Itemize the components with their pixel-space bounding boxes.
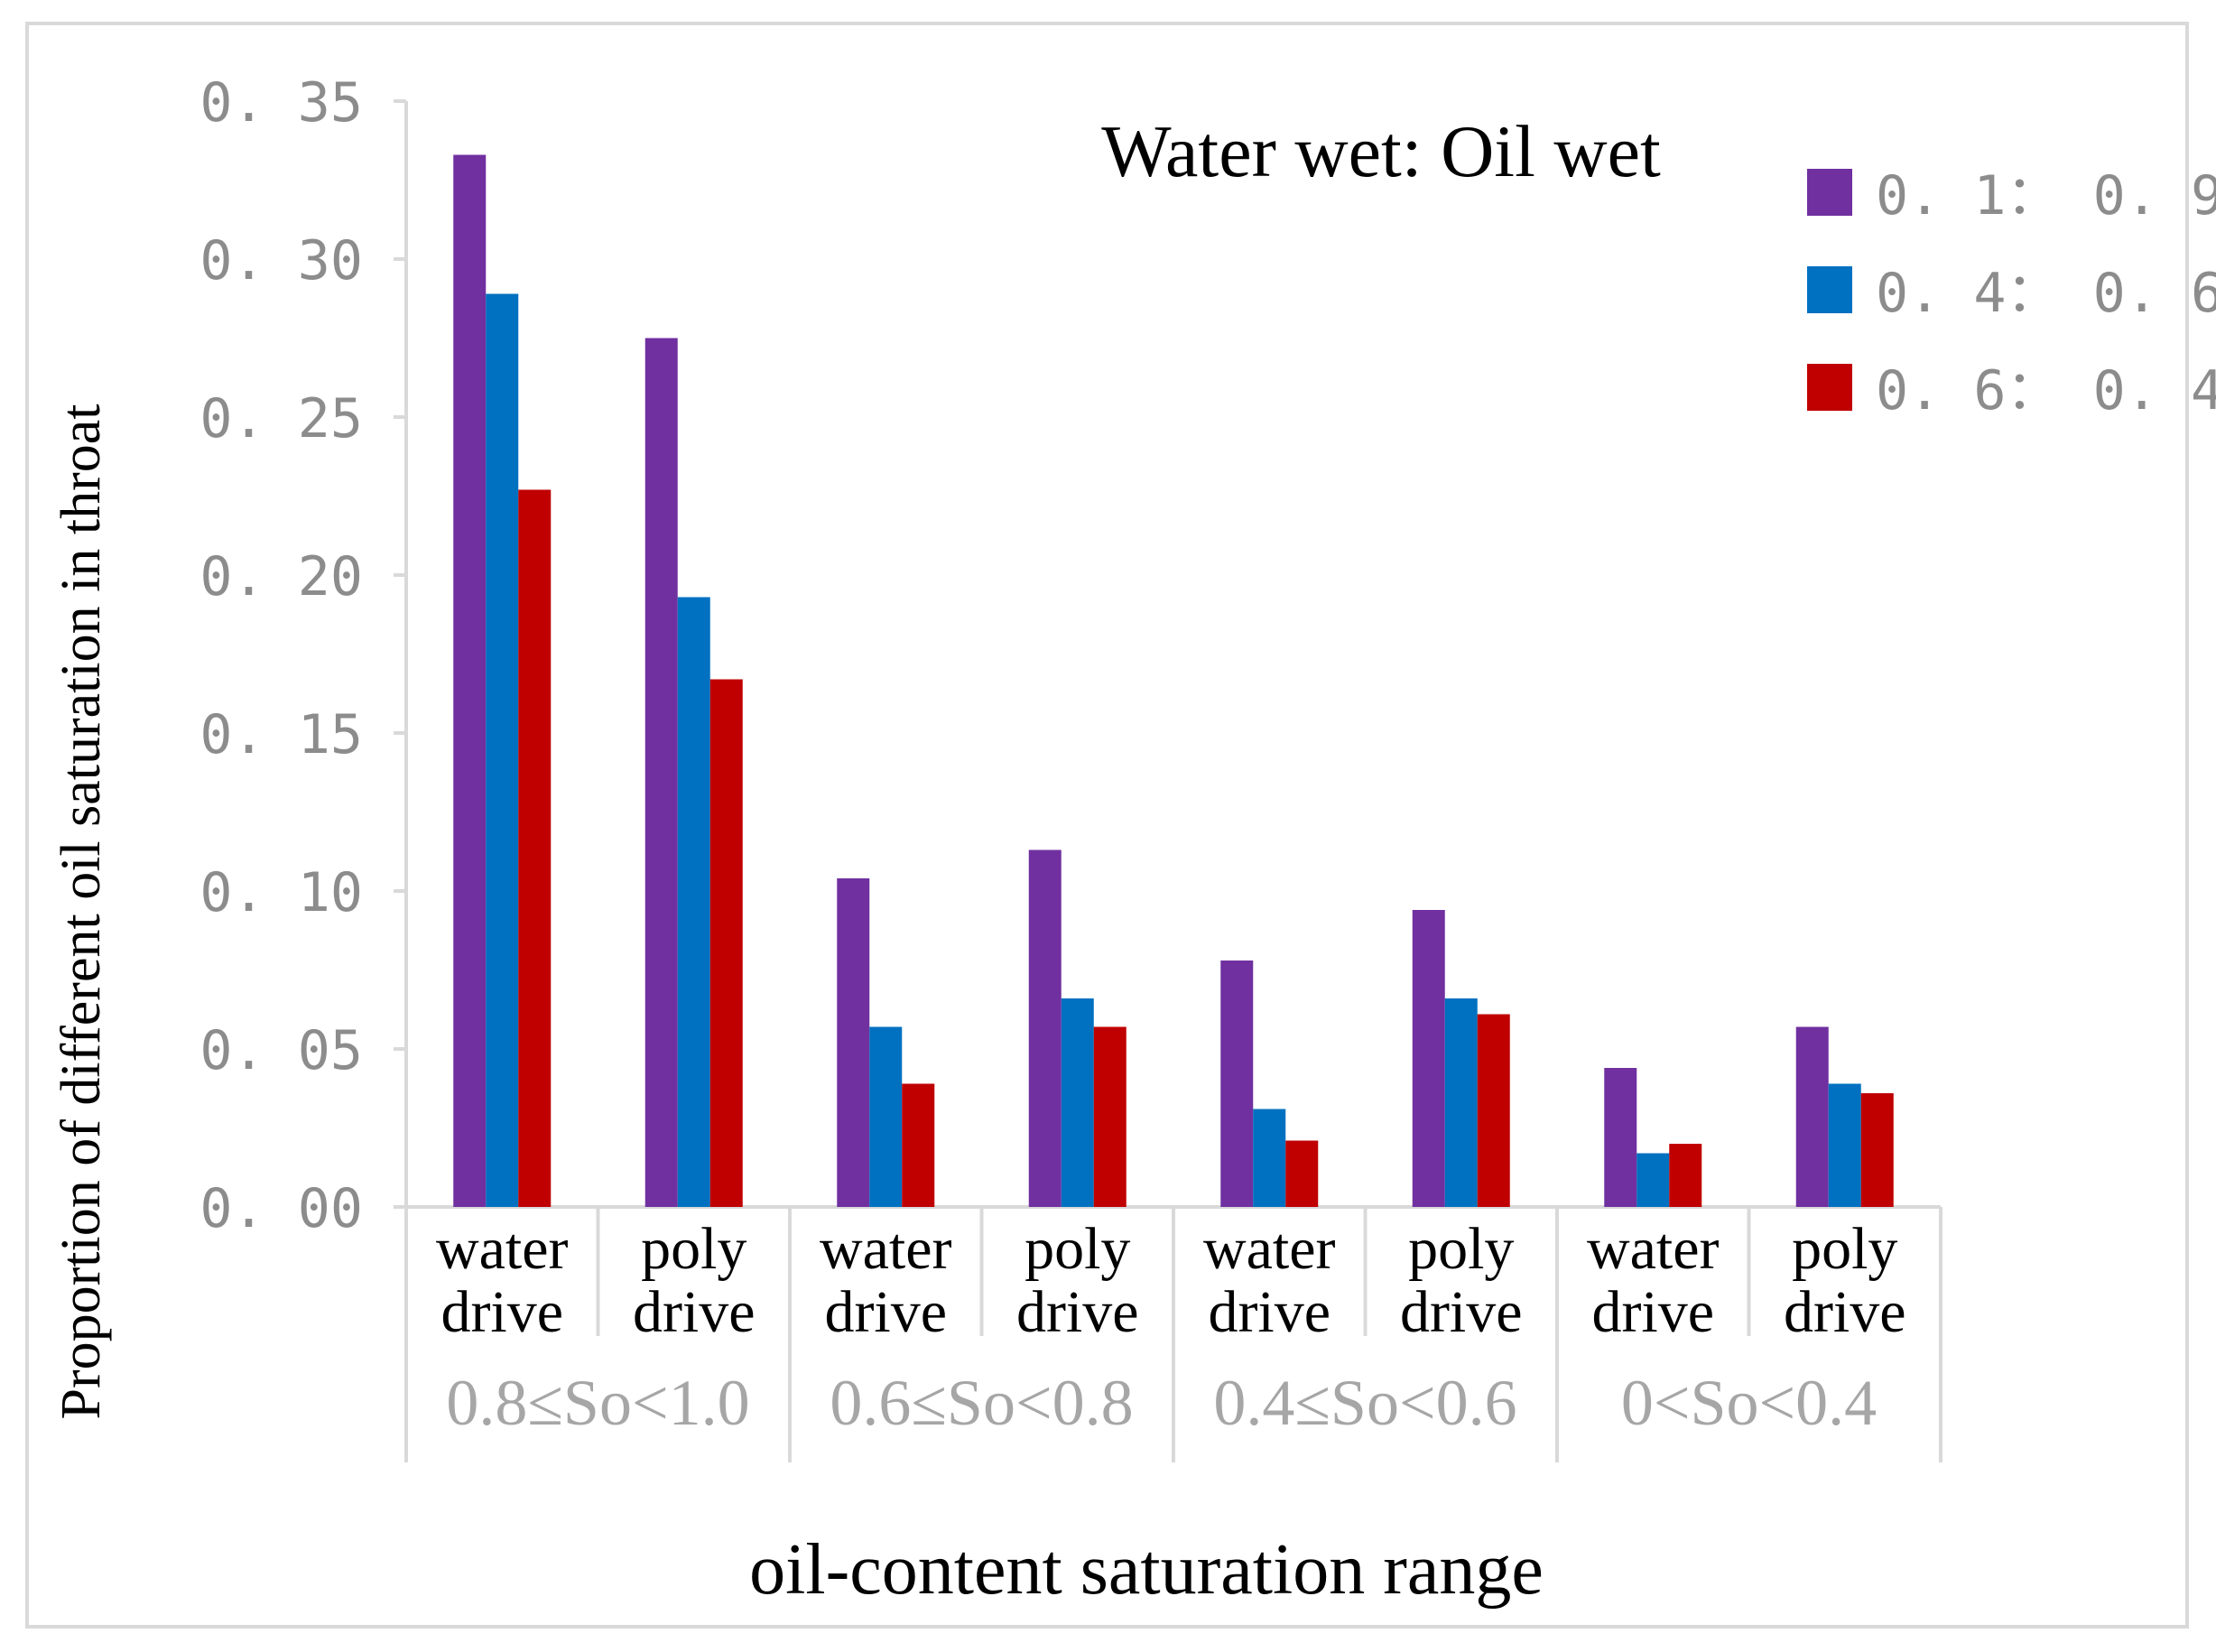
x-group-label: 0.4≤So<0.6: [1213, 1367, 1516, 1439]
bar: [1604, 1068, 1637, 1207]
bar: [453, 154, 487, 1207]
legend-label: 0. 1： 0. 9: [1876, 164, 2216, 227]
bar: [1477, 1014, 1510, 1207]
bar: [1028, 849, 1062, 1207]
legend-label: 0. 4： 0. 6: [1876, 262, 2216, 325]
y-tick-label: 0. 20: [199, 545, 363, 608]
bar: [1061, 998, 1094, 1207]
bar: [1253, 1109, 1286, 1207]
x-group-label: 0.6≤So<0.8: [830, 1367, 1133, 1439]
legend-swatch: [1807, 364, 1852, 411]
x-group-label: 0<So<0.4: [1621, 1367, 1877, 1439]
x-category-label-line1: poly: [1408, 1216, 1514, 1282]
bar: [902, 1083, 935, 1207]
x-category-label-line1: poly: [1792, 1216, 1897, 1282]
x-axis-title: oil-content saturation range: [749, 1530, 1544, 1610]
y-tick-label: 0. 00: [199, 1177, 363, 1240]
x-category-label-line1: water: [820, 1216, 952, 1282]
bar: [1412, 910, 1445, 1207]
y-tick-label: 0. 15: [199, 703, 363, 766]
x-category-label-line2: drive: [1400, 1279, 1523, 1345]
bar: [486, 293, 519, 1207]
bar: [1285, 1140, 1319, 1207]
bar: [1093, 1026, 1127, 1207]
x-category-label-line2: drive: [1784, 1279, 1906, 1345]
x-category-label-line2: drive: [1208, 1279, 1331, 1345]
bar: [1637, 1153, 1670, 1207]
y-tick-label: 0. 25: [199, 387, 363, 450]
bar: [1669, 1144, 1702, 1207]
x-category-label-line2: drive: [633, 1279, 756, 1345]
bar: [869, 1026, 903, 1207]
bar: [1795, 1026, 1829, 1207]
x-category-label-line1: water: [1587, 1216, 1720, 1282]
x-category-label-line1: poly: [1025, 1216, 1130, 1282]
bar: [1860, 1093, 1894, 1207]
x-category-label-line2: drive: [440, 1279, 563, 1345]
x-category-label-line1: poly: [641, 1216, 746, 1282]
bar: [837, 878, 870, 1207]
bar: [677, 597, 710, 1207]
y-tick-label: 0. 35: [199, 71, 363, 135]
legend-swatch: [1807, 266, 1852, 313]
bar: [1444, 998, 1478, 1207]
y-tick-label: 0. 30: [199, 229, 363, 292]
x-category-label-line1: water: [1203, 1216, 1336, 1282]
x-category-label-line1: water: [436, 1216, 569, 1282]
y-tick-label: 0. 10: [199, 861, 363, 924]
x-category-label-line2: drive: [1591, 1279, 1714, 1345]
y-tick-label: 0. 05: [199, 1019, 363, 1082]
bar: [709, 679, 743, 1207]
legend-swatch: [1807, 169, 1852, 216]
x-category-label-line2: drive: [1016, 1279, 1139, 1345]
bar: [518, 489, 552, 1207]
x-group-label: 0.8≤So<1.0: [446, 1367, 749, 1439]
legend-label: 0. 6： 0. 4: [1876, 359, 2216, 422]
bar: [644, 338, 678, 1207]
bar: [1828, 1083, 1861, 1207]
x-category-label-line2: drive: [824, 1279, 947, 1345]
bar: [1220, 961, 1254, 1207]
y-axis-title: Proportion of different oil saturation i…: [51, 404, 112, 1420]
chart-title: Water wet: Oil wet: [1101, 110, 1661, 192]
